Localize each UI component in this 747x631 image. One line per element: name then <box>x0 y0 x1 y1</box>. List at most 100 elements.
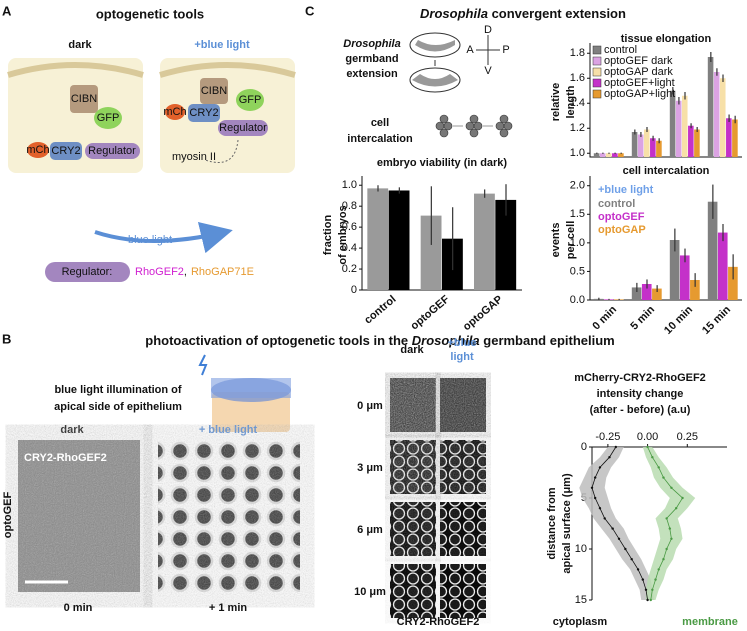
protein-label: CIBN <box>201 85 227 97</box>
chart-title: tissue elongation <box>621 33 712 45</box>
profile-point <box>590 486 594 489</box>
bar <box>694 129 700 157</box>
panel-title: Drosophila convergent extension <box>420 6 626 21</box>
micrograph-noise <box>390 502 436 556</box>
profile-point <box>651 588 654 591</box>
bar <box>599 153 606 157</box>
axis-letter: D <box>484 24 492 36</box>
legend-label: optoGAP+light <box>604 88 675 100</box>
micrograph-noise <box>440 564 486 618</box>
regulator-pill <box>45 262 130 282</box>
condition-label: light <box>450 351 474 363</box>
profile-point <box>598 466 602 469</box>
micrograph <box>18 440 300 592</box>
title-rest: convergent extension <box>488 6 626 21</box>
y-axis-label: length <box>565 85 577 118</box>
y-tick-label: 1.0 <box>570 147 585 159</box>
y-axis-label: apical surface (μm) <box>561 473 573 574</box>
profile-line <box>591 446 648 601</box>
bar <box>675 100 682 157</box>
error-band <box>579 447 654 600</box>
image-label: CRY2-RhoGEF2 <box>24 452 107 464</box>
y-tick-label: 1.0 <box>570 237 585 249</box>
y-tick-label: 0.0 <box>570 294 585 306</box>
schematic-label: intercalation <box>347 133 413 145</box>
profile-point <box>657 466 660 469</box>
epithelium-schematic <box>198 354 291 432</box>
micrograph-noise <box>440 502 486 556</box>
profile-point <box>674 507 678 510</box>
profile-point <box>641 578 645 581</box>
profile-point <box>630 558 633 561</box>
profile-point <box>598 507 602 510</box>
schematic-label: apical side of epithelium <box>54 401 182 413</box>
profile-point <box>646 445 649 449</box>
profile-point <box>651 456 654 459</box>
x-tick-label: 10 min <box>662 304 695 337</box>
panel-title: optogenetic tools <box>96 6 204 21</box>
bar <box>637 134 644 157</box>
protein-label: CIBN <box>71 93 97 105</box>
chart-title: intensity change <box>597 388 684 400</box>
legend-swatch <box>592 56 602 66</box>
bar <box>719 78 726 157</box>
bar <box>690 280 700 300</box>
legend-label: optoGEF+light <box>604 77 675 89</box>
protein-label: CRY2 <box>189 107 218 119</box>
bar <box>713 72 720 157</box>
legend-label: optoGAP dark <box>604 66 673 78</box>
profile-point <box>665 517 668 520</box>
profile-point <box>617 537 621 540</box>
x-tick-label: 5 min <box>628 303 657 332</box>
bar <box>656 140 662 157</box>
x-tick-label: 0 min <box>590 303 619 332</box>
y-axis-label: relative <box>550 83 562 122</box>
depth-label: 3 μm <box>357 462 383 474</box>
title-italic: Drosophila <box>420 6 488 21</box>
bar <box>643 129 650 157</box>
chart-title: mCherry-CRY2-RhoGEF2 <box>574 372 706 384</box>
x-tick-label: optoGAP <box>461 293 505 333</box>
axis-letter: V <box>484 65 492 77</box>
profile-point <box>670 486 673 489</box>
bar <box>605 153 612 157</box>
y-axis-label: fraction <box>322 215 334 256</box>
condition-label: dark <box>68 39 92 51</box>
bar <box>669 90 676 157</box>
y-tick-label: 0.5 <box>570 265 585 277</box>
protein-label: myosin II <box>172 151 216 163</box>
micrograph-noise <box>390 378 436 432</box>
axis-letter: A <box>466 44 474 56</box>
bar <box>707 201 718 300</box>
title-italic: Drosophila <box>412 333 480 348</box>
bar <box>612 153 618 157</box>
separator: , <box>184 266 187 278</box>
profile-point <box>593 496 597 500</box>
profile-point <box>668 527 672 530</box>
legend-swatch <box>592 89 602 99</box>
y-tick-label: 1.5 <box>570 208 585 220</box>
embryo-schematic <box>409 32 500 93</box>
chart-title: (after - before) (a.u) <box>590 404 691 416</box>
profile-point <box>644 588 648 591</box>
profile-line <box>647 446 684 601</box>
y-tick-label: 0 <box>581 441 587 453</box>
micrograph-noise <box>390 564 436 618</box>
profile-point <box>662 476 665 479</box>
condition-label: dark <box>400 344 424 356</box>
depth-label: 6 μm <box>357 524 383 536</box>
micrograph-noise <box>390 440 436 494</box>
regulator-key: Regulator: <box>62 266 113 278</box>
bar <box>388 190 410 290</box>
bar <box>631 132 638 157</box>
profile-point <box>624 547 627 551</box>
y-tick-label: 0 <box>351 284 357 296</box>
schematic-label: blue light illumination of <box>54 384 181 396</box>
time-label: 0 min <box>64 602 93 614</box>
x-tick-label: control <box>362 293 398 326</box>
bar <box>495 199 517 290</box>
y-tick-label: 2.0 <box>570 180 585 192</box>
panel-letter: A <box>2 3 12 18</box>
cell-schematic <box>7 58 296 173</box>
legend-label: cytoplasm <box>553 616 608 628</box>
